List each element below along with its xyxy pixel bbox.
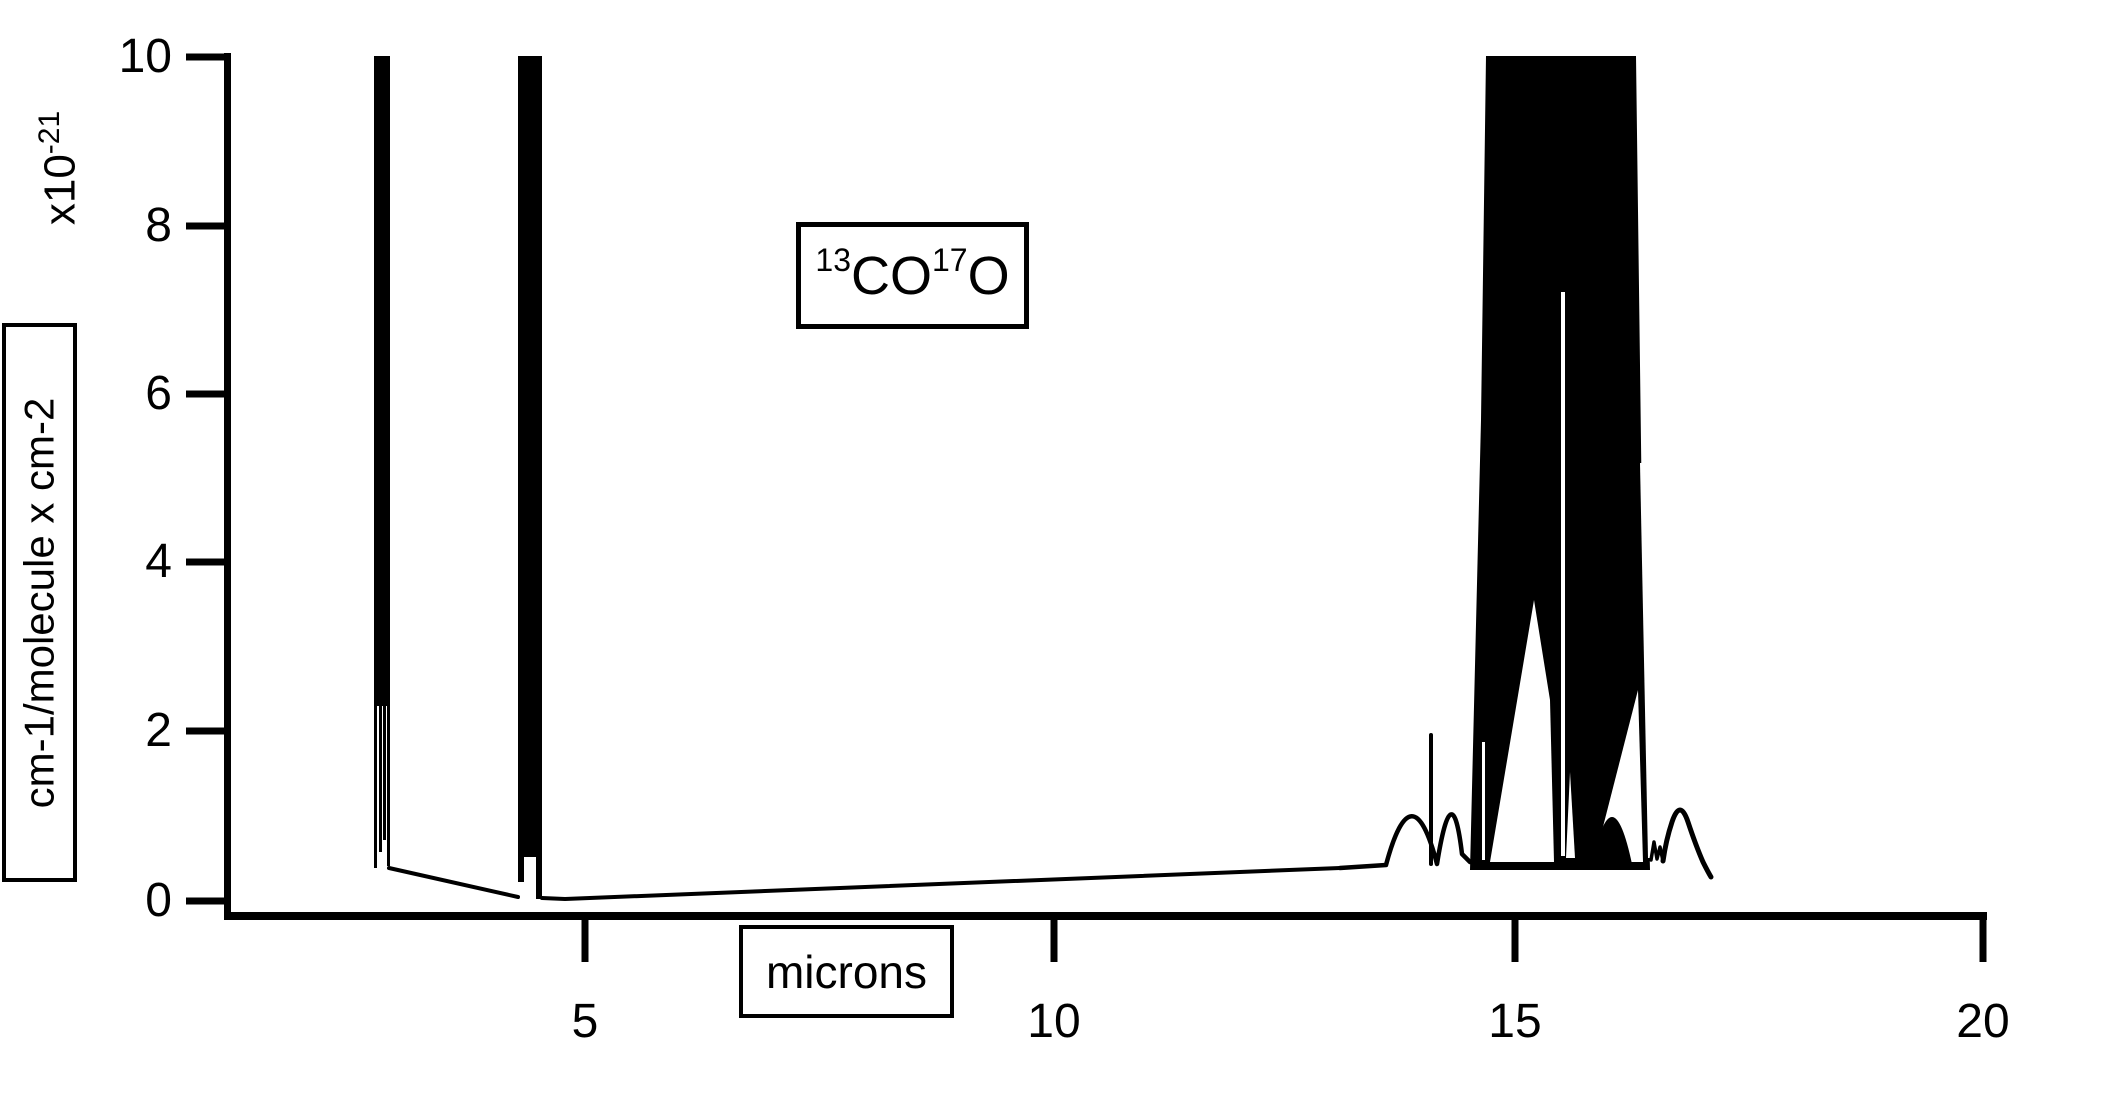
spectrum-band-gap (1490, 600, 1554, 862)
spectrum-band-fill (518, 56, 542, 857)
spectrum-band-gap (1482, 742, 1485, 860)
y-tick-label: 2 (145, 704, 172, 757)
y-tick-label: 8 (145, 199, 172, 252)
scale-mantissa: x10 (35, 154, 85, 226)
x-axis-tick (1979, 918, 1987, 962)
y-axis-scale-factor: x10-21 (33, 58, 85, 278)
spectrum-trace (1649, 840, 1665, 863)
spectrum-band-fill (518, 855, 524, 882)
molecule-title: 13CO17O (815, 241, 1010, 306)
spectrum-dome (1592, 817, 1632, 864)
y-tick-label: 10 (118, 30, 172, 83)
spectrum-band-fill (374, 700, 377, 868)
x-tick-label: 15 (1488, 995, 1542, 1048)
axis-line (224, 912, 1987, 920)
x-tick-label: 20 (1956, 995, 2010, 1048)
spectrum-trace (1337, 812, 1473, 871)
spectrum-band-fill (536, 855, 542, 899)
y-axis-tick (186, 558, 227, 566)
y-axis-tick (186, 897, 227, 905)
y-axis-tick (186, 53, 227, 61)
x-tick-label: 5 (571, 995, 599, 1048)
y-axis-tick (186, 727, 227, 735)
y-axis-tick (186, 390, 227, 398)
y-axis-tick (186, 222, 227, 230)
x-axis-label: microns (765, 945, 928, 998)
spectrum-band-fill (1470, 56, 1650, 870)
spectrum-band-fill (379, 700, 382, 852)
x-axis-tick (1511, 918, 1519, 962)
x-axis-label-box: microns (739, 925, 954, 1018)
x-axis-tick (1050, 918, 1058, 962)
y-tick-label: 0 (145, 874, 172, 927)
spectrum-band-gap (1561, 292, 1565, 856)
spectrum-band-fill (374, 56, 390, 706)
spectrum-band-gap (1640, 463, 1651, 858)
spectrum-band-fill (387, 700, 390, 866)
y-axis-label-box: cm-1/molecule x cm-2 (2, 323, 77, 882)
spectrum-band-gap (1566, 772, 1575, 858)
molecule-title-box: 13CO17O (796, 222, 1029, 329)
axis-line (224, 53, 231, 920)
spectrum-trace (1660, 807, 1714, 880)
spectrum-trace (387, 866, 520, 899)
spectrum-band-fill (383, 700, 386, 840)
spectrum-trace (540, 866, 1342, 901)
y-tick-label: 6 (145, 367, 172, 420)
x-axis-tick (581, 918, 589, 962)
y-tick-label: 4 (145, 535, 172, 588)
scale-exponent: -21 (33, 110, 66, 155)
spectrum-band-gap (1594, 690, 1643, 862)
x-tick-label: 10 (1027, 995, 1081, 1048)
y-axis-label: cm-1/molecule x cm-2 (15, 397, 63, 808)
